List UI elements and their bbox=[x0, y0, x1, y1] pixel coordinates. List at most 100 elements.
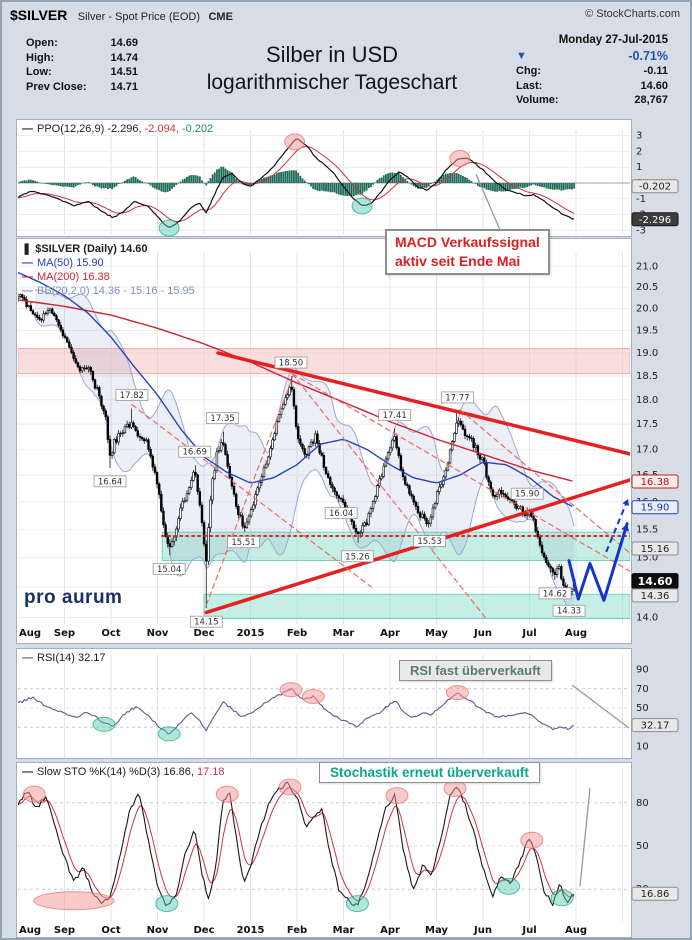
quote-low-row: Low: 14.51 bbox=[26, 65, 138, 80]
projection-zigzag bbox=[567, 522, 629, 602]
svg-text:-0.202: -0.202 bbox=[639, 182, 671, 193]
svg-text:May: May bbox=[425, 628, 448, 639]
down-triangle-icon: ▼ bbox=[516, 50, 527, 62]
svg-text:18.0: 18.0 bbox=[636, 395, 658, 406]
quote-prev-row: Prev Close: 14.71 bbox=[26, 80, 138, 95]
svg-text:Mar: Mar bbox=[333, 925, 355, 936]
low-label: Low: bbox=[26, 66, 52, 78]
low-value: 14.51 bbox=[110, 66, 138, 78]
quote-open-row: Open: 14.69 bbox=[26, 36, 138, 51]
price-legend-main: $SILVER (Daily) 14.60 bbox=[35, 243, 148, 255]
svg-text:17.41: 17.41 bbox=[382, 411, 406, 421]
svg-text:17.35: 17.35 bbox=[210, 414, 234, 424]
svg-text:90: 90 bbox=[636, 665, 649, 676]
svg-text:19.5: 19.5 bbox=[636, 325, 658, 336]
svg-text:20.5: 20.5 bbox=[636, 282, 658, 293]
svg-text:Jun: Jun bbox=[473, 628, 492, 639]
svg-text:18.5: 18.5 bbox=[636, 371, 658, 382]
last-label: Last: bbox=[516, 79, 543, 92]
svg-text:18.50: 18.50 bbox=[279, 359, 303, 369]
svg-text:50: 50 bbox=[636, 841, 649, 852]
bb-line-icon: — bbox=[22, 285, 33, 297]
volume-row: Volume: 28,767 bbox=[516, 93, 668, 108]
candle-icon: ❚ bbox=[22, 243, 32, 255]
svg-text:Aug: Aug bbox=[19, 925, 41, 936]
svg-text:Feb: Feb bbox=[287, 628, 307, 639]
ppo-legend-name: PPO(12,26,9) bbox=[37, 123, 105, 135]
header-bar: $SILVER Silver - Spot Price (EOD) CME © … bbox=[10, 7, 682, 25]
ppo-hist-value: -0.202 bbox=[181, 123, 214, 135]
svg-text:1: 1 bbox=[636, 162, 642, 173]
change-block: Monday 27-Jul-2015 ▼ -0.71% Chg: -0.11 La… bbox=[516, 33, 668, 108]
ppo-signal-value: -2.094, bbox=[144, 123, 179, 135]
price-legend-ma50: MA(50) 15.90 bbox=[37, 257, 104, 269]
svg-text:14.60: 14.60 bbox=[638, 575, 673, 588]
svg-text:15.51: 15.51 bbox=[231, 538, 255, 548]
volume-value: 28,767 bbox=[634, 94, 668, 106]
svg-text:Apr: Apr bbox=[380, 925, 400, 936]
price-legend-ma200: MA(200) 16.38 bbox=[37, 271, 110, 283]
candlesticks bbox=[18, 293, 576, 609]
ticker-exchange: CME bbox=[208, 11, 233, 23]
last-row: Last: 14.60 bbox=[516, 79, 668, 94]
open-label: Open: bbox=[26, 37, 58, 49]
sto-legend: — Slow STO %K(14) %D(3) 16.86, 17.18 bbox=[22, 765, 225, 779]
chart-title: Silber in USD logarithmischer Tageschart bbox=[137, 40, 527, 97]
svg-text:15.5: 15.5 bbox=[636, 524, 658, 535]
svg-text:Apr: Apr bbox=[380, 628, 400, 639]
sto-d-line bbox=[18, 787, 575, 902]
svg-text:2015: 2015 bbox=[237, 925, 265, 936]
svg-text:14.36: 14.36 bbox=[641, 591, 670, 602]
pro-aurum-logo: pro aurum bbox=[24, 587, 123, 608]
sto-d-value: 17.18 bbox=[197, 766, 225, 778]
svg-text:Oct: Oct bbox=[101, 925, 120, 936]
chg-row: Chg: -0.11 bbox=[516, 64, 668, 79]
macd-note-line2: aktiv seit Ende Mai bbox=[395, 253, 521, 269]
quote-date: Monday 27-Jul-2015 bbox=[558, 34, 668, 46]
svg-text:16.64: 16.64 bbox=[98, 477, 122, 487]
price-legend: ❚ $SILVER (Daily) 14.60 — MA(50) 15.90 — MA… bbox=[22, 242, 195, 298]
svg-text:32.17: 32.17 bbox=[641, 721, 670, 732]
svg-text:16.69: 16.69 bbox=[183, 448, 207, 458]
svg-text:2: 2 bbox=[636, 146, 642, 157]
svg-text:14.15: 14.15 bbox=[194, 618, 218, 628]
svg-text:21.0: 21.0 bbox=[636, 261, 658, 272]
svg-text:14.33: 14.33 bbox=[557, 607, 581, 617]
prev-close-value: 14.71 bbox=[110, 80, 138, 93]
rsi-value: 32.17 bbox=[77, 652, 106, 664]
high-label: High: bbox=[26, 51, 55, 64]
svg-text:Aug: Aug bbox=[19, 628, 41, 639]
sto-k-value: 16.86, bbox=[163, 766, 194, 778]
volume-label: Volume: bbox=[516, 94, 559, 106]
svg-text:Nov: Nov bbox=[147, 925, 169, 936]
ma50-line-icon: — bbox=[22, 257, 33, 269]
svg-text:15.04: 15.04 bbox=[157, 565, 181, 575]
svg-text:70: 70 bbox=[636, 684, 649, 695]
chg-label: Chg: bbox=[516, 65, 542, 77]
svg-text:17.0: 17.0 bbox=[636, 444, 658, 455]
svg-text:15.26: 15.26 bbox=[345, 552, 369, 562]
svg-text:14.62: 14.62 bbox=[543, 589, 567, 599]
last-value: 14.60 bbox=[640, 79, 668, 92]
svg-text:80: 80 bbox=[636, 798, 649, 809]
sto-line-icon: — bbox=[22, 766, 33, 778]
svg-text:2015: 2015 bbox=[237, 628, 265, 639]
svg-text:Aug: Aug bbox=[565, 628, 587, 639]
rsi-line-icon: — bbox=[22, 652, 33, 664]
rsi-oversold-note: RSI fast überverkauft bbox=[399, 660, 552, 681]
rsi-legend-name: RSI(14) bbox=[37, 652, 75, 664]
svg-text:-2.296: -2.296 bbox=[639, 215, 671, 226]
svg-text:17.77: 17.77 bbox=[445, 393, 469, 403]
svg-text:17.82: 17.82 bbox=[120, 391, 144, 401]
svg-text:Sep: Sep bbox=[54, 925, 75, 936]
svg-text:Jul: Jul bbox=[521, 628, 536, 639]
svg-text:Jul: Jul bbox=[521, 925, 536, 936]
svg-text:Oct: Oct bbox=[101, 628, 120, 639]
rsi-legend: — RSI(14) 32.17 bbox=[22, 651, 106, 665]
svg-text:10: 10 bbox=[636, 741, 649, 752]
svg-text:15.90: 15.90 bbox=[641, 503, 670, 514]
svg-text:Jun: Jun bbox=[473, 925, 492, 936]
svg-text:Mar: Mar bbox=[333, 628, 355, 639]
